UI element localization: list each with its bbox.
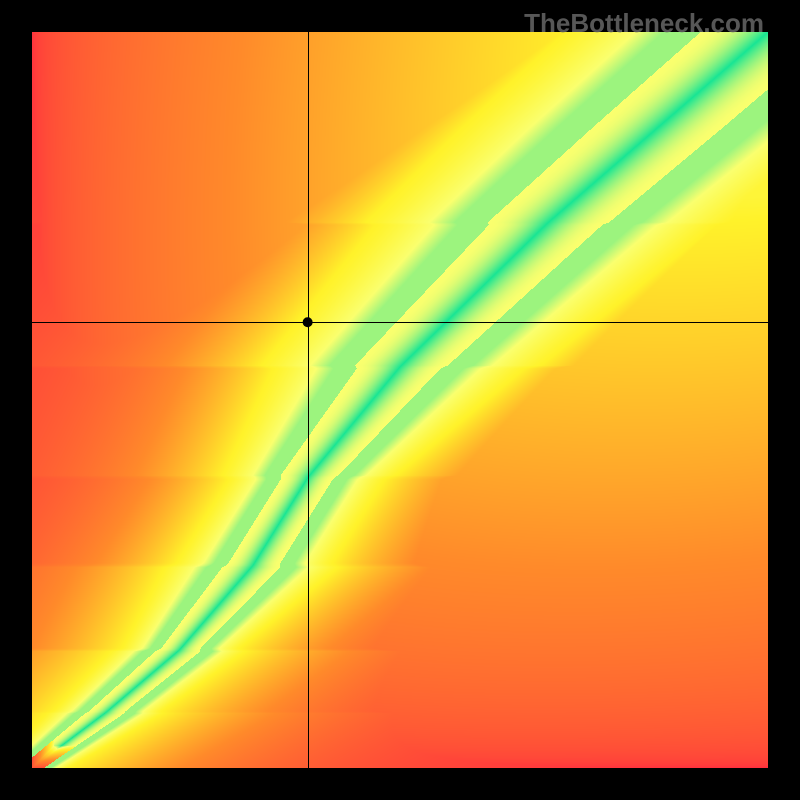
bottleneck-heatmap — [0, 0, 800, 800]
chart-container: TheBottleneck.com — [0, 0, 800, 800]
watermark-text: TheBottleneck.com — [524, 8, 764, 39]
